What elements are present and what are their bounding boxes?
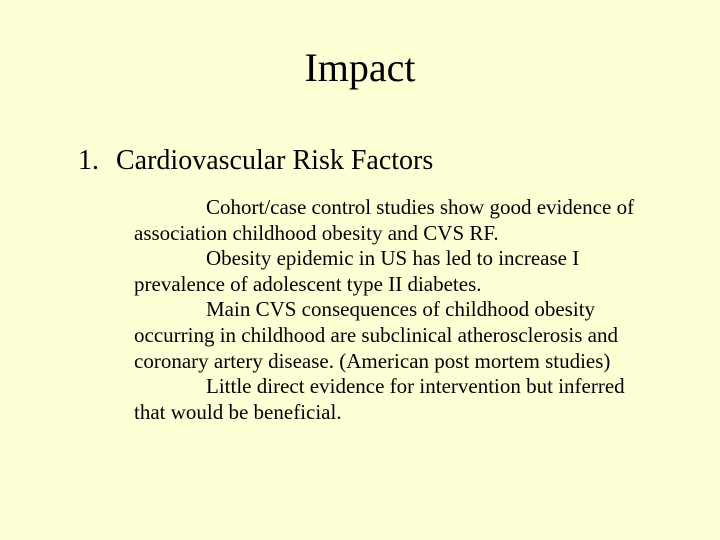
paragraph-1: Cohort/case control studies show good ev…: [134, 195, 640, 246]
slide-title: Impact: [60, 44, 660, 91]
paragraph-2: Obesity epidemic in US has led to increa…: [134, 246, 640, 297]
list-heading: Cardiovascular Risk Factors: [116, 145, 433, 177]
list-item-1: 1. Cardiovascular Risk Factors: [78, 145, 660, 177]
paragraph-4: Little direct evidence for intervention …: [134, 374, 640, 425]
list-container: 1. Cardiovascular Risk Factors Cohort/ca…: [60, 145, 660, 425]
body-text: Cohort/case control studies show good ev…: [78, 195, 660, 425]
paragraph-3: Main CVS consequences of childhood obesi…: [134, 297, 640, 374]
list-number: 1.: [78, 145, 116, 177]
